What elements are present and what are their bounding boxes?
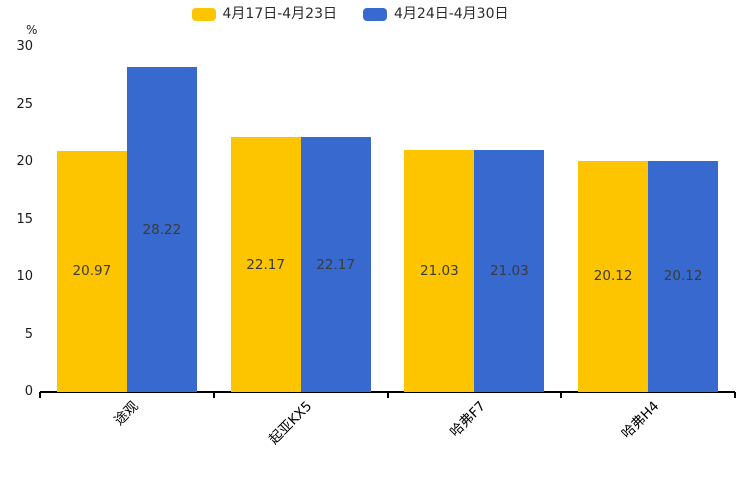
y-axis-tick-label: 5 <box>24 326 33 342</box>
bar-series1-起亚KX5[interactable] <box>300 137 371 392</box>
bar-series1-哈弗F7[interactable] <box>474 150 545 392</box>
x-axis-tick-mark <box>734 392 736 398</box>
x-axis-category-label: 哈弗H4 <box>619 398 663 442</box>
x-axis-tick-mark <box>560 392 563 398</box>
legend: 4月17日-4月23日 4月24日-4月30日 <box>0 5 700 23</box>
legend-swatch-week2 <box>363 7 387 21</box>
legend-item-week2[interactable]: 4月24日-4月30日 <box>363 5 509 23</box>
x-axis-category-label: 起亚KX5 <box>265 398 316 448</box>
x-axis-category-label: 哈弗F7 <box>447 398 489 441</box>
legend-item-week1[interactable]: 4月17日-4月23日 <box>191 5 338 23</box>
y-axis-tick-label: 20 <box>16 154 33 169</box>
bar-value-label: 21.03 <box>490 263 529 280</box>
y-axis-unit-label: % <box>26 23 38 37</box>
bar-series0-哈弗F7[interactable] <box>404 150 475 392</box>
bar-series1-途观[interactable] <box>126 67 197 392</box>
bar-value-label: 22.17 <box>316 256 355 273</box>
bar-value-label: 20.97 <box>72 263 112 280</box>
x-axis-tick-mark <box>39 392 41 398</box>
y-axis-tick-label: 30 <box>16 39 33 54</box>
y-axis-tick-label: 0 <box>24 384 33 399</box>
bar-series1-哈弗H4[interactable] <box>648 160 719 392</box>
bar-value-label: 20.12 <box>663 268 703 285</box>
x-axis-tick-mark <box>386 392 389 398</box>
bar-value-label: 22.17 <box>246 256 285 273</box>
plot-area: 20.97 28.22 途观 22.17 22.17 起亚KX5 21.03 21.03 哈弗F… <box>39 47 736 448</box>
legend-label-week2: 4月24日-4月30日 <box>394 6 509 22</box>
legend-label-week1: 4月17日-4月23日 <box>222 6 338 22</box>
legend-swatch-week1 <box>191 7 216 21</box>
bar-series0-途观[interactable] <box>56 150 127 392</box>
y-axis-tick-label: 25 <box>16 96 33 112</box>
bar-series0-起亚KX5[interactable] <box>230 137 301 392</box>
bar-value-label: 28.22 <box>142 221 182 238</box>
bar-value-label: 21.03 <box>420 263 459 280</box>
y-axis-tick-label: 15 <box>16 211 33 227</box>
bar-series0-哈弗H4[interactable] <box>578 160 649 392</box>
bar-value-label: 20.12 <box>593 268 633 285</box>
y-axis-tick-label: 10 <box>16 269 33 284</box>
x-axis-tick-mark <box>212 392 215 398</box>
x-axis-category-label: 途观 <box>111 398 142 429</box>
